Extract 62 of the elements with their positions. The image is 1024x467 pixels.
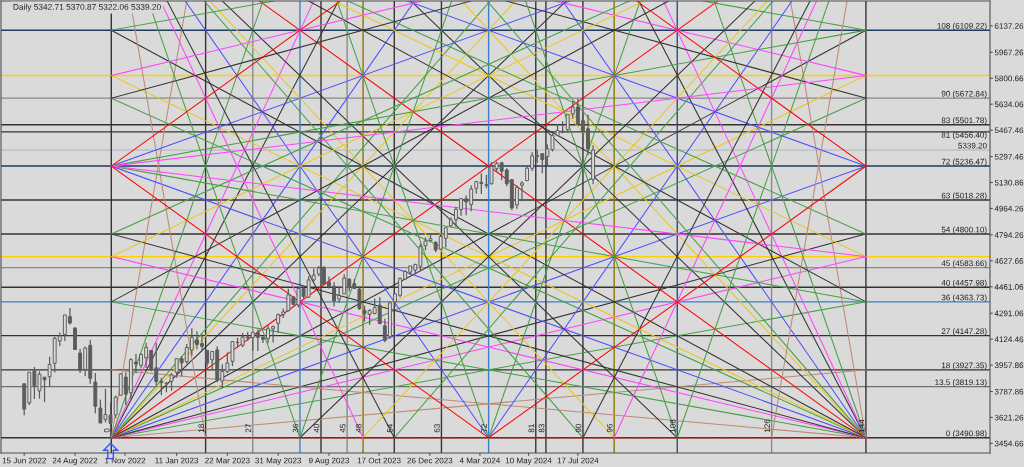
y-tick-label: 6137.26 [994, 23, 1024, 29]
ref-line-label: 48 [355, 424, 362, 433]
x-tick-label: 26 Dec 2023 [407, 457, 453, 464]
y-tick-label: 3957.86 [994, 362, 1024, 369]
x-tick-label: 24 Aug 2022 [52, 457, 98, 465]
ref-line-label: 144 [858, 419, 865, 433]
ref-line-label: 13.5 (3819.13) [935, 379, 987, 387]
x-tick-label: 4 Mar 2024 [459, 457, 501, 464]
ref-line-label: 18 (3927.35) [941, 362, 987, 370]
ref-line-label: 63 [434, 424, 440, 433]
ref-line-label: 45 (4583.66) [941, 260, 987, 268]
y-tick-label: 5130.86 [994, 179, 1024, 186]
y-tick-label: 4124.46 [994, 336, 1024, 343]
ref-line-label: 36 (4363.73) [941, 294, 987, 302]
y-tick-label: 4964.26 [994, 205, 1024, 212]
ref-line-label: 72 (5236.47) [941, 158, 987, 167]
ref-line-label: 81 (5456.40) [941, 131, 987, 140]
ref-line-label: 54 [387, 423, 393, 433]
ref-line-label: 27 [245, 424, 252, 433]
y-tick-label: 3787.86 [994, 388, 1024, 395]
y-tick-label: 3621.26 [994, 414, 1024, 421]
y-tick-label: 4794.26 [994, 232, 1024, 238]
ref-line-label: 108 (6109.22) [937, 22, 987, 31]
x-tick-label: 17 Oct 2023 [357, 457, 401, 464]
ref-line-label: 96 [606, 424, 613, 433]
ref-line-label: 54 (4800.10) [941, 226, 987, 234]
y-tick-label: 3454.66 [994, 440, 1024, 447]
ref-line-label: 72 [481, 424, 487, 433]
ref-line-label: 40 [313, 424, 320, 433]
x-tick-label: 15 Jun 2022 [2, 457, 46, 464]
x-tick-label: 17 Jul 2024 [557, 457, 599, 464]
ref-line-label: 40 (4457.98) [941, 279, 987, 288]
y-tick-label: 4461.06 [994, 284, 1024, 290]
ref-line-label: 63 (5018.28) [941, 192, 987, 201]
y-tick-label: 4627.66 [994, 258, 1024, 264]
ref-line-label: 90 [575, 424, 582, 433]
y-tick-label: 5297.46 [994, 153, 1024, 160]
y-tick-label: 5467.46 [994, 127, 1024, 134]
ref-line-label: 83 (5501.78) [941, 117, 987, 125]
ref-line-label: 36 [292, 424, 299, 433]
ref-line-label: 27 (4147.28) [941, 328, 987, 336]
y-tick-label: 4291.06 [994, 310, 1024, 317]
ref-line-label: 90 (5672.84) [941, 90, 987, 99]
ref-line-label: 18 [198, 424, 205, 433]
x-tick-label: 10 May 2024 [505, 457, 552, 465]
y-tick-label: 5800.66 [994, 75, 1024, 82]
ref-line-label: 108 [669, 419, 676, 433]
ref-line-label: 0 [104, 428, 110, 433]
y-tick-label: 5967.26 [994, 49, 1024, 56]
ref-line-label: 0 (3490.98) [946, 430, 987, 438]
y-tick-label: 5634.06 [994, 101, 1024, 108]
ref-line-label: 45 [339, 424, 346, 433]
x-tick-label: 31 May 2023 [255, 457, 302, 465]
ref-line-label: 126 [764, 419, 770, 433]
ref-line-label: 5339.20 [958, 142, 987, 149]
x-tick-label: 22 Mar 2023 [205, 457, 250, 464]
ref-line-label: 81 [528, 424, 535, 433]
x-tick-label: 1 Nov 2022 [105, 457, 146, 464]
chart-title: Daily 5342.71 5370.87 5322.06 5339.20 [13, 3, 161, 12]
x-tick-label: 9 Aug 2023 [308, 457, 349, 465]
x-tick-label: 11 Jan 2023 [155, 457, 199, 464]
ref-line-label: 83 [538, 424, 545, 433]
